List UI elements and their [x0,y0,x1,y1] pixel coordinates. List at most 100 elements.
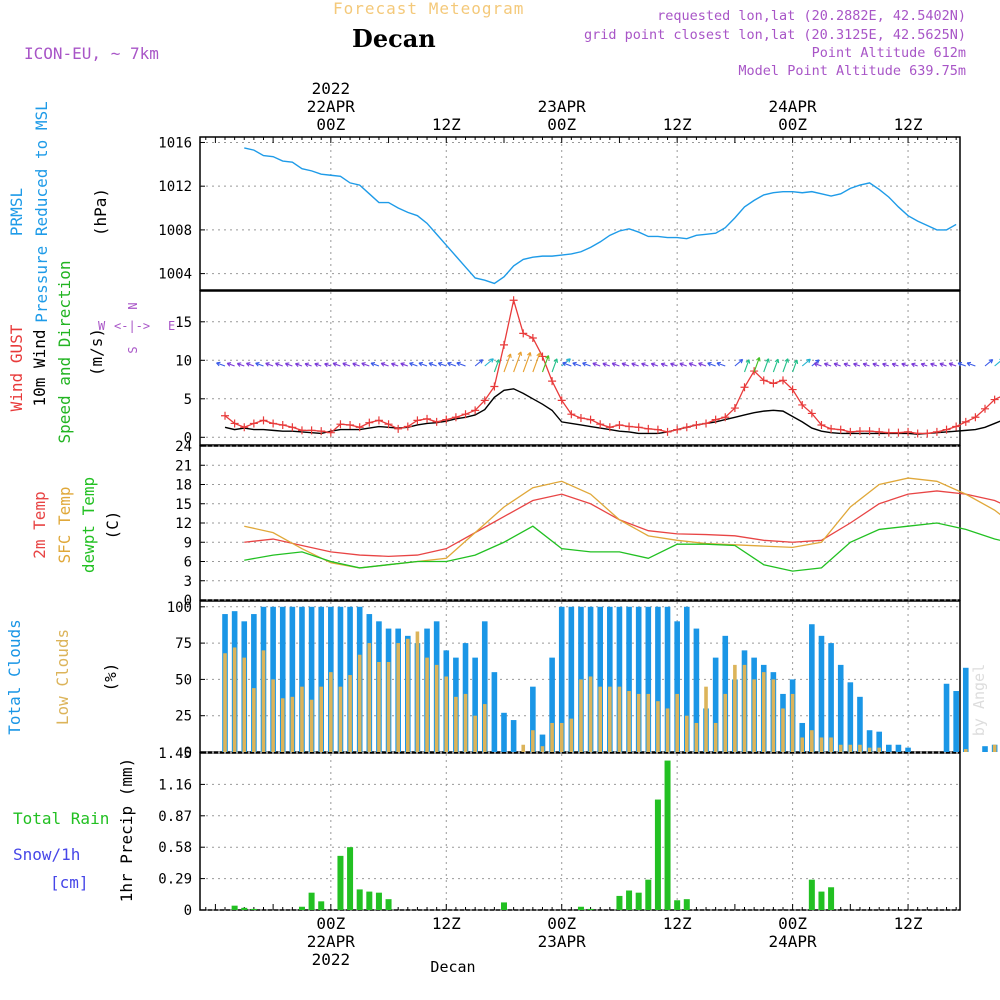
gust-marker [451,413,460,422]
low-cloud-bar [309,699,314,752]
precip-bar [356,889,363,910]
low-cloud-bar [810,730,814,752]
total-cloud-bar [876,731,882,752]
total-cloud-bar [962,667,969,752]
y-tick-label: 1016 [158,135,192,151]
time-label-bottom: 12Z [663,914,692,933]
gust-marker [288,423,297,432]
precip-unit: 1hr Precip (mm) [117,758,136,903]
dewpt-label: dewpt Temp [79,477,98,573]
wind-direction-arrow [716,361,726,367]
low-cloud-bar [338,686,343,752]
wind-direction-arrow [532,352,541,373]
wind-direction-arrow [650,362,659,367]
low-cloud-bar [963,749,968,752]
gust-marker [461,410,470,419]
temp-sfc-line [244,477,1000,569]
gust-marker [374,416,383,425]
total-cloud-bar [655,606,661,752]
wind-direction-arrow [324,362,332,368]
gust-marker [297,426,306,435]
time-label-top: 23APR [538,97,587,116]
precip-bar [616,895,623,910]
low-cloud-bar [761,672,766,752]
precip-bar [375,892,382,910]
total-cloud-bar [886,744,892,752]
low-cloud-bar [848,744,853,752]
precip-bar [577,906,584,910]
precip-bar [298,906,305,910]
gust-marker [221,411,230,420]
precip-bar [385,899,392,910]
wind-direction-arrow [920,362,928,368]
gust-marker [875,427,884,436]
low-cloud-bar [829,737,833,752]
wind-direction-arrow [592,362,601,367]
low-cloud-bar [646,693,651,752]
precip-bar [231,905,238,910]
total-cloud-bar [645,606,652,752]
dewpt-line [244,522,1000,572]
time-label-bottom: 24APR [769,932,818,951]
total-cloud-bar [866,730,873,752]
gust-marker [807,409,816,418]
model-point-altitude: Model Point Altitude 639.75m [738,63,966,79]
time-label-bottom: 12Z [894,914,923,933]
low-cloud-bar [242,657,247,752]
total-cloud-bar [857,696,863,752]
wind-direction-arrow [541,355,550,373]
gust-marker [355,423,364,432]
y-tick-label: 5 [184,392,192,408]
gust-marker [798,400,807,409]
station-footer: Decan [430,958,475,976]
total-cloud-bar [481,621,488,752]
compass-south: S [126,346,140,353]
gust-marker [663,427,672,436]
gust-marker [365,418,374,427]
total-cloud-bar [578,606,584,752]
precip-bar [501,902,507,910]
pressure-line [244,147,957,285]
time-label-bottom: 00Z [547,914,576,933]
y-tick-label: 1.45 [158,746,192,762]
low-cloud-bar [704,686,708,752]
wind-direction-arrow [688,362,697,367]
gust-marker [240,423,249,432]
gust-marker [336,420,345,429]
gust-marker [317,427,326,436]
gust-marker [586,415,595,424]
time-label-top: 12Z [432,115,461,134]
wind-direction-arrow [621,362,630,367]
precip-bar [818,891,825,910]
total-cloud-bar [847,682,854,752]
gust-marker [942,425,951,434]
gust-marker [259,416,268,425]
low-cloud-bar [280,698,285,752]
wind-direction-arrow [294,362,303,367]
wind-direction-arrow [474,359,484,367]
total-cloud-bar [472,657,478,752]
watermark: by Angel [970,664,988,736]
gust-marker [673,425,682,434]
y-tick-label: 12 [175,516,192,532]
total-cloud-bar [510,720,517,752]
wind-direction-arrow [753,357,761,373]
gust-marker [249,419,258,428]
gust-marker [278,420,287,429]
low-cloud-bar [598,686,603,752]
gust-marker [230,419,239,428]
low-cloud-bar [838,744,843,752]
total-cloud-bar [809,624,815,752]
time-label-top: 12Z [663,115,692,134]
low-cloud-bar [271,679,275,752]
gust-marker [528,333,537,342]
gust-marker [778,376,787,385]
wind-label: 10m Wind [30,329,49,406]
y-tick-label: 25 [175,709,192,725]
wind-direction-arrow [772,358,780,373]
wind-direction-arrow [361,362,370,367]
compass-east: E [168,319,175,333]
wind-direction-arrow [957,362,966,367]
low-cloud-bar [473,715,477,752]
wind-direction-arrow [698,362,707,367]
